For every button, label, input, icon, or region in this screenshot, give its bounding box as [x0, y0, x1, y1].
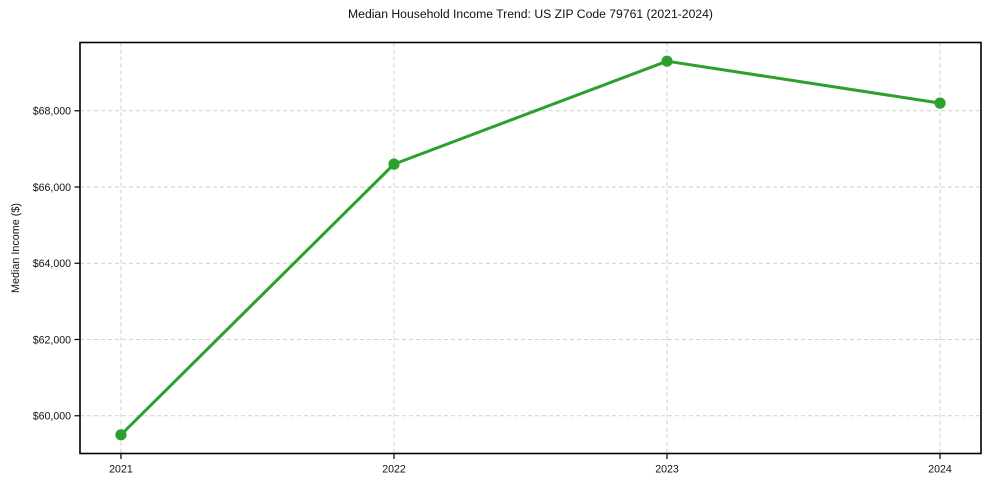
y-tick-label: $60,000 [33, 411, 71, 423]
y-tick-label: $64,000 [33, 258, 71, 270]
chart-title: Median Household Income Trend: US ZIP Co… [348, 7, 713, 21]
y-tick-label: $66,000 [33, 182, 71, 194]
data-point-2024 [934, 97, 946, 109]
data-point-2021 [115, 429, 127, 441]
data-point-2023 [661, 55, 673, 67]
data-point-2022 [388, 158, 400, 170]
x-tick-label: 2022 [382, 464, 406, 476]
income-trend-line [119, 59, 942, 437]
axes-spines [79, 41, 982, 455]
y-tick-label: $62,000 [33, 334, 71, 346]
x-tick-label: 2024 [928, 464, 952, 476]
x-tick-label: 2021 [109, 464, 133, 476]
x-tick-label: 2023 [655, 464, 679, 476]
y-tick-label: $68,000 [33, 106, 71, 118]
